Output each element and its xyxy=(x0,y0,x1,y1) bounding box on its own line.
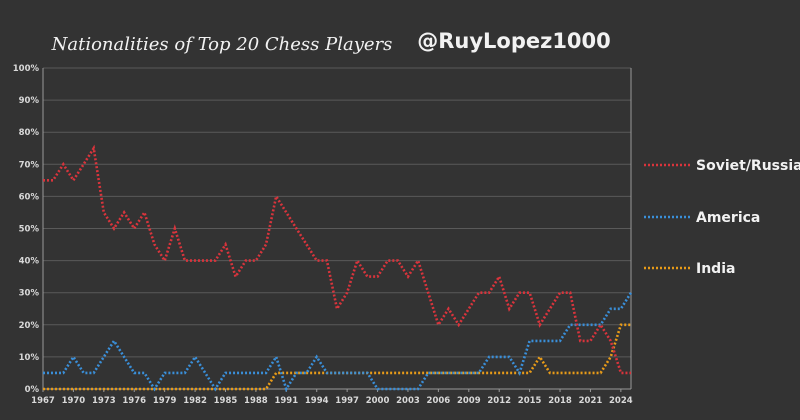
x-tick-label: 1970 xyxy=(62,396,86,406)
x-tick-label: 2000 xyxy=(366,396,390,406)
x-tick-label: 1976 xyxy=(122,396,146,406)
y-tick-label: 60% xyxy=(19,192,40,202)
x-tick-label: 1997 xyxy=(335,396,359,406)
y-tick-label: 90% xyxy=(19,96,40,106)
y-tick-label: 70% xyxy=(19,160,40,170)
y-tick-label: 80% xyxy=(19,128,40,138)
x-tick-label: 2006 xyxy=(427,396,451,406)
x-tick-label: 1985 xyxy=(214,396,238,406)
y-tick-label: 20% xyxy=(19,321,40,331)
legend-label: India xyxy=(696,261,735,277)
x-tick-label: 1982 xyxy=(183,396,207,406)
x-tick-label: 1988 xyxy=(244,396,268,406)
series-lines xyxy=(43,144,633,393)
series-line-india xyxy=(43,323,631,391)
x-tick-label: 1991 xyxy=(274,396,298,406)
legend: Soviet/Russia America India xyxy=(644,158,800,277)
x-tick-label: 2009 xyxy=(457,396,481,406)
x-tick-label: 2015 xyxy=(518,396,542,406)
series-line-soviet-russia xyxy=(43,144,631,375)
y-axis-ticks: 0% 10% 20% 30% 40% 50% 60% 70% 80% 90% 100% xyxy=(13,64,40,395)
grid-lines xyxy=(42,67,632,390)
legend-label: Soviet/Russia xyxy=(696,158,800,174)
x-tick-label: 1973 xyxy=(92,396,116,406)
series-line-america xyxy=(43,292,633,393)
y-tick-label: 30% xyxy=(19,289,40,299)
author-handle: @RuyLopez1000 xyxy=(417,29,611,53)
y-tick-label: 100% xyxy=(13,64,40,74)
y-tick-label: 0% xyxy=(25,385,40,395)
x-tick-label: 2021 xyxy=(579,396,603,406)
x-tick-label: 2024 xyxy=(609,396,633,406)
y-tick-label: 10% xyxy=(19,353,40,363)
x-tick-label: 1967 xyxy=(31,396,55,406)
x-tick-label: 2012 xyxy=(487,396,511,406)
x-tick-label: 1994 xyxy=(305,396,329,406)
y-tick-label: 50% xyxy=(19,225,40,235)
x-tick-label: 1979 xyxy=(153,396,177,406)
y-tick-label: 40% xyxy=(19,257,40,267)
x-tick-label: 2003 xyxy=(396,396,420,406)
legend-label: America xyxy=(696,210,760,226)
x-axis-ticks: 1967 1970 1973 1976 1979 1982 1985 1988 1991 1994… xyxy=(31,389,633,406)
chart-title: Nationalities of Top 20 Chess Players xyxy=(51,34,393,55)
x-tick-label: 2018 xyxy=(548,396,572,406)
